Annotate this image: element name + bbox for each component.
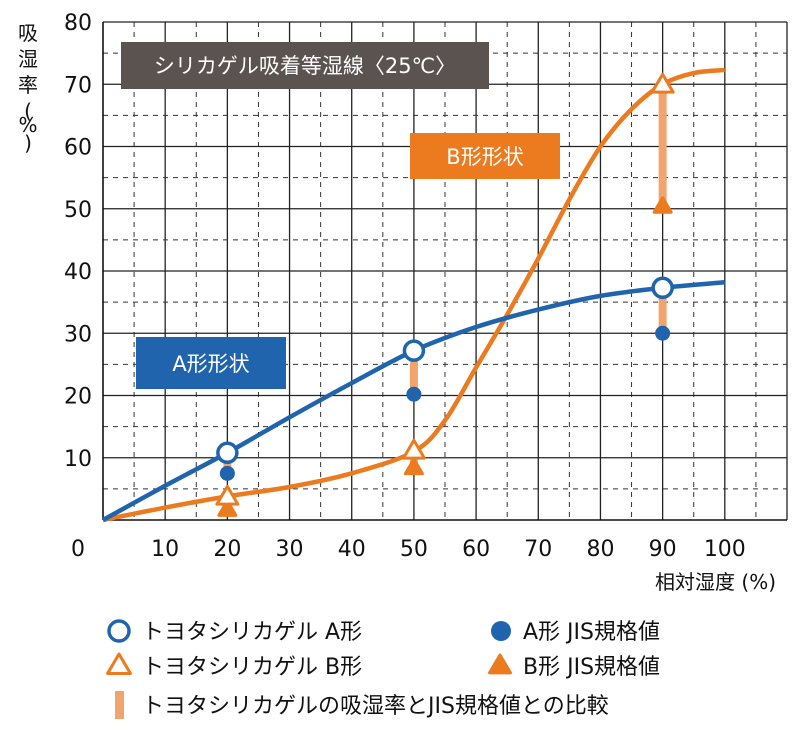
grid xyxy=(103,21,788,520)
y-axis-title-line-3: 率 xyxy=(18,73,38,97)
x-tick-label: 80 xyxy=(586,537,614,562)
x-tick-label: 40 xyxy=(338,537,366,562)
series-label-b-bg xyxy=(410,133,560,179)
legend-symbol-toyota-a xyxy=(107,619,131,643)
y-axis-title-line-4: ( xyxy=(24,99,32,123)
jis-b-point xyxy=(217,499,238,517)
series-label-a-text: A形形状 xyxy=(172,352,249,376)
y-tick-label: 40 xyxy=(64,260,92,285)
chart-title: シリカゲル吸着等湿線〈25℃〉 xyxy=(154,54,456,78)
jis-a-point xyxy=(219,465,235,481)
y-tick-label: 70 xyxy=(64,73,92,98)
legend-label-toyota-b: トヨタシリカゲル B形 xyxy=(142,655,362,680)
series-label-a: A形形状 xyxy=(136,337,286,389)
x-tick-label: 30 xyxy=(276,537,304,562)
legend-label-jis-a: A形 JIS規格値 xyxy=(523,620,660,645)
jis-b-point xyxy=(403,457,424,476)
y-tick-label: 80 xyxy=(64,11,92,36)
y-tick-label: 20 xyxy=(64,385,92,410)
legend-symbol-jis-b xyxy=(488,653,512,675)
jis-a-point xyxy=(655,325,671,341)
y-tick-label: 50 xyxy=(64,198,92,223)
legend-symbol-jis-a xyxy=(491,621,511,641)
toyota-b-point xyxy=(650,72,675,94)
y-axis-title-line-1: 吸 xyxy=(18,21,38,45)
x-tick-label: 70 xyxy=(524,537,552,562)
series-label-a-bg xyxy=(136,337,286,389)
axes xyxy=(102,22,787,521)
y-axis-title: 吸 湿 率 ( % ) xyxy=(18,21,38,155)
jis-b-point xyxy=(652,196,673,214)
legend-symbol-toyota-b xyxy=(106,652,132,675)
legend-label-jis-b: B形 JIS規格値 xyxy=(523,655,660,680)
y-axis-title-line-5: % xyxy=(18,113,37,137)
x-tick-label: 90 xyxy=(649,537,677,562)
markers xyxy=(215,72,675,517)
title-box: シリカゲル吸着等湿線〈25℃〉 xyxy=(121,42,489,89)
legend-label-toyota-a: トヨタシリカゲル A形 xyxy=(142,620,362,645)
x-axis-title: 相対湿度 (%) xyxy=(655,570,776,594)
toyota-a-point xyxy=(402,339,426,362)
legend-label-comparison: トヨタシリカゲルの吸湿率とJIS規格値との比較 xyxy=(142,694,609,719)
x-tick-label: 50 xyxy=(400,537,428,562)
y-tick-label: 60 xyxy=(64,136,92,161)
y-axis-title-line-2: 湿 xyxy=(18,47,38,71)
legend-symbol-comparison xyxy=(115,691,124,719)
title-box-bg xyxy=(121,42,489,89)
x-tick-label: 10 xyxy=(151,537,179,562)
series-label-b-text: B形形状 xyxy=(446,145,523,169)
y-axis-title-line-6: ) xyxy=(24,131,32,155)
toyota-b-point xyxy=(401,438,426,460)
series-label-b: B形形状 xyxy=(410,133,560,179)
toyota-b-point xyxy=(215,484,240,506)
x-tick-label: 0 xyxy=(71,537,85,562)
x-tick-label: 20 xyxy=(213,537,241,562)
series-line-b xyxy=(102,67,726,523)
toyota-a-point xyxy=(216,441,239,465)
jis-a-point xyxy=(406,386,422,402)
x-tick-label: 60 xyxy=(462,537,490,562)
y-tick-label: 30 xyxy=(64,322,92,347)
toyota-a-point xyxy=(651,276,674,300)
tick-labels: 0 10 20 30 40 50 60 70 80 90 100 10 20 30 40 50 60 70 80 xyxy=(64,11,746,562)
y-tick-label: 10 xyxy=(64,447,92,472)
x-tick-label: 100 xyxy=(704,537,746,562)
